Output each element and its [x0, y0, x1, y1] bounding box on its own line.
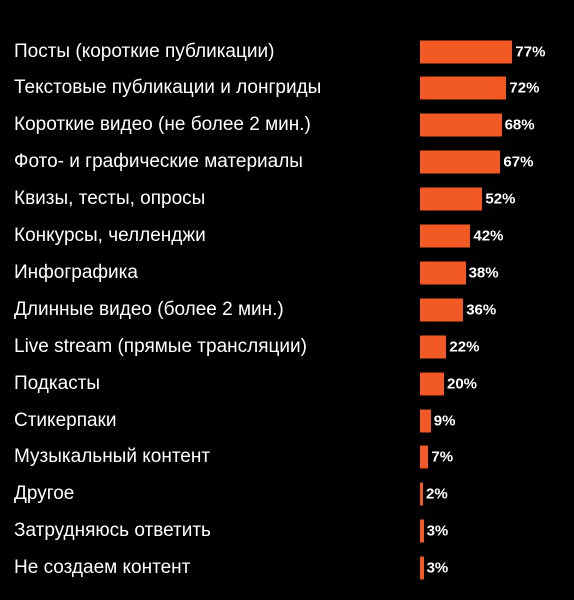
category-label: Подкасты [14, 372, 101, 394]
chart-row: Посты (короткие публикации) 77% [0, 33, 574, 70]
bar [420, 224, 471, 248]
category-label: Live stream (прямые трансляции) [14, 335, 307, 357]
chart-row: Длинные видео (более 2 мин.) 36% [0, 291, 574, 328]
category-label: Фото- и графические материалы [14, 151, 303, 173]
chart-row: Затрудняюсь ответить 3% [0, 513, 574, 550]
bar [420, 335, 447, 359]
bar [420, 150, 501, 174]
bar [420, 445, 429, 469]
bar [420, 556, 424, 580]
value-label: 68% [504, 116, 535, 134]
chart-row: Не создаем контент 3% [0, 550, 574, 587]
value-label: 20% [447, 375, 478, 393]
chart-row: Live stream (прямые трансляции) 22% [0, 328, 574, 365]
category-label: Длинные видео (более 2 мин.) [14, 298, 284, 320]
bar [420, 519, 424, 543]
bar [420, 40, 513, 63]
bar [420, 409, 431, 432]
value-label: 77% [515, 43, 546, 60]
category-label: Текстовые публикации и лонгриды [14, 77, 322, 99]
chart-row: Музыкальный контент 7% [0, 439, 574, 476]
category-label: Другое [14, 483, 75, 505]
value-label: 3% [426, 559, 449, 577]
value-label: 38% [468, 264, 499, 282]
chart-row: Стикерпаки 9% [0, 402, 574, 439]
category-label: Не создаем контент [14, 557, 191, 579]
chart-row: Квизы, тесты, опросы 52% [0, 181, 574, 218]
category-label: Инфографика [14, 261, 138, 283]
category-label: Затрудняюсь ответить [14, 520, 211, 542]
chart-row: Подкасты 20% [0, 365, 574, 402]
category-label: Конкурсы, челленджи [14, 225, 206, 246]
value-label: 36% [466, 301, 497, 319]
value-label: 42% [473, 227, 504, 245]
category-label: Квизы, тесты, опросы [14, 188, 206, 210]
category-label: Музыкальный контент [14, 446, 211, 468]
bar [420, 372, 444, 396]
value-label: 72% [509, 79, 540, 97]
value-label: 52% [485, 190, 516, 208]
value-label: 2% [426, 485, 448, 503]
value-label: 22% [449, 338, 480, 356]
bar [420, 482, 423, 506]
chart-row: Текстовые публикации и лонгриды 72% [0, 70, 574, 107]
chart-row: Другое 2% [0, 476, 574, 513]
bar [420, 298, 464, 322]
value-label: 67% [503, 153, 534, 171]
bar [420, 76, 507, 100]
category-label: Посты (короткие публикации) [14, 40, 275, 62]
category-label: Короткие видео (не более 2 мин.) [14, 114, 311, 136]
value-label: 9% [433, 412, 456, 429]
chart-row: Короткие видео (не более 2 мин.) 68% [0, 107, 574, 144]
bar [420, 261, 466, 285]
bar [420, 113, 502, 137]
category-label: Стикерпаки [14, 409, 117, 431]
chart-row: Инфографика 38% [0, 254, 574, 291]
bar [420, 187, 483, 211]
chart-row: Конкурсы, челленджи 42% [0, 218, 574, 255]
value-label: 3% [426, 522, 449, 540]
chart-row: Фото- и графические материалы 67% [0, 144, 574, 181]
value-label: 7% [431, 448, 454, 466]
